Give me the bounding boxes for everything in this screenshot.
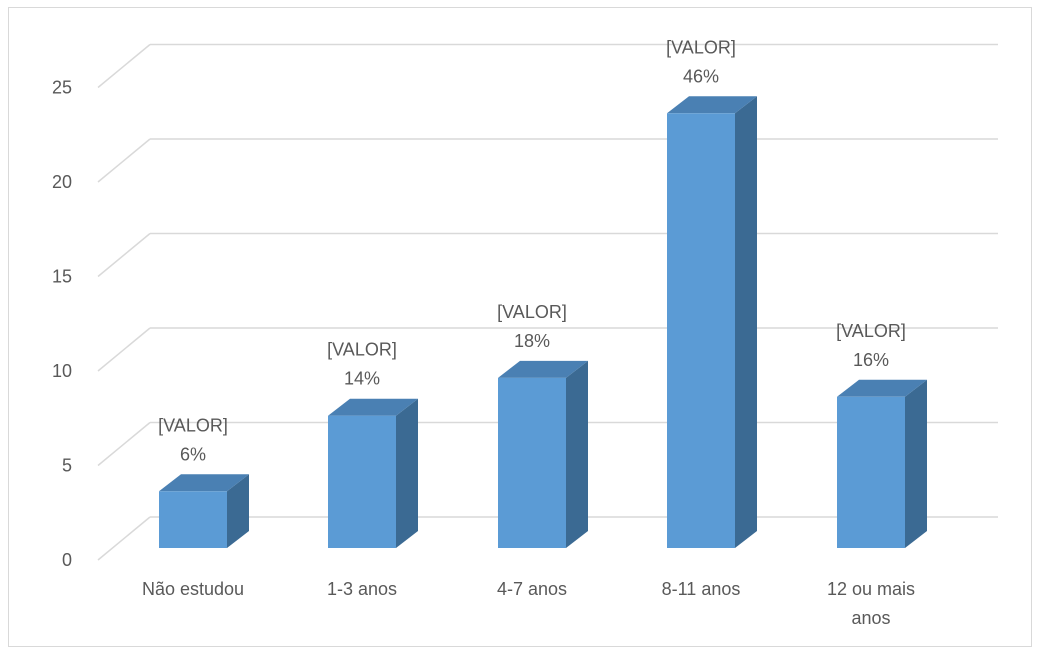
gridline-diagonal — [97, 421, 151, 467]
y-tick-label: 25 — [52, 78, 72, 98]
bar-top — [837, 379, 927, 397]
bar-side — [566, 360, 588, 548]
bar — [667, 113, 735, 549]
bars — [159, 96, 927, 549]
y-tick-label: 20 — [52, 172, 72, 192]
category-label: 4-7 anos — [497, 579, 567, 599]
category-label: 1-3 anos — [327, 579, 397, 599]
gridline-diagonal — [97, 232, 151, 278]
y-tick-label: 0 — [62, 550, 72, 570]
bar-top — [159, 474, 249, 492]
gridline-diagonal — [97, 327, 151, 372]
data-label: 46% — [683, 66, 719, 86]
bar — [498, 377, 566, 548]
bar-side — [227, 474, 249, 548]
bar-top — [498, 360, 588, 378]
bar-top — [667, 96, 757, 114]
data-label: 14% — [344, 369, 380, 389]
bar-side — [396, 398, 418, 548]
bar-top — [328, 398, 418, 416]
category-label: Não estudou — [142, 579, 244, 599]
bar — [159, 491, 227, 548]
gridline-diagonal — [97, 43, 151, 89]
data-label: [VALOR] — [836, 321, 906, 341]
data-label: [VALOR] — [158, 415, 228, 435]
data-label: [VALOR] — [327, 340, 397, 360]
x-axis-categories: Não estudou 1-3 anos 4-7 anos 8-11 anos 12 o… — [142, 579, 915, 628]
bar-side — [735, 96, 757, 549]
gridline-diagonal — [97, 138, 151, 183]
data-label: 16% — [853, 350, 889, 370]
data-label: [VALOR] — [666, 37, 736, 57]
bar — [837, 396, 905, 548]
data-labels: 6% [VALOR] 14% [VALOR] 18% [VALOR] 46% [VALOR] 1… — [158, 37, 906, 464]
category-label: anos — [851, 608, 890, 628]
gridline-diagonal — [97, 516, 151, 561]
category-label: 12 ou mais — [827, 579, 915, 599]
y-axis-ticks: 0 5 10 15 20 25 — [52, 78, 72, 571]
bar — [328, 415, 396, 548]
data-label: [VALOR] — [497, 302, 567, 322]
bar-side — [905, 379, 927, 548]
y-tick-label: 5 — [62, 456, 72, 476]
y-tick-label: 15 — [52, 267, 72, 287]
data-label: 6% — [180, 444, 206, 464]
category-label: 8-11 anos — [662, 579, 741, 599]
data-label: 18% — [514, 331, 550, 351]
y-tick-label: 10 — [52, 361, 72, 381]
